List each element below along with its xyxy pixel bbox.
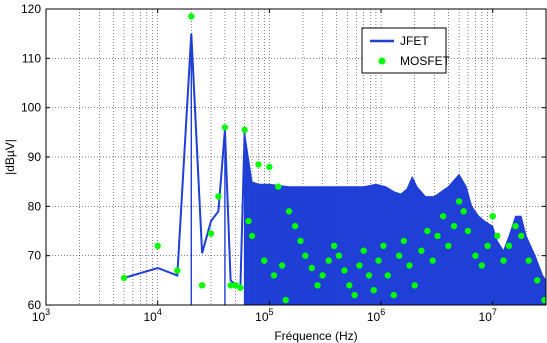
mosfet-marker: [341, 267, 348, 274]
mosfet-marker: [188, 13, 195, 20]
mosfet-marker: [261, 257, 268, 264]
mosfet-marker: [291, 222, 299, 230]
mosfet-marker: [400, 237, 407, 245]
mosfet-marker: [285, 208, 293, 215]
mosfet-marker: [278, 262, 286, 269]
mosfet-marker: [232, 282, 239, 289]
mosfet-marker: [525, 257, 532, 264]
mosfet-marker: [445, 242, 452, 249]
mosfet-marker: [395, 252, 403, 259]
y-tick-label: 100: [21, 101, 41, 115]
mosfet-marker: [460, 208, 467, 215]
mosfet-marker: [484, 242, 491, 249]
y-tick-label: 120: [21, 2, 41, 16]
mosfet-marker: [255, 161, 262, 168]
mosfet-marker: [308, 264, 315, 272]
plot-area: [45, 8, 547, 306]
mosfet-marker: [207, 230, 215, 237]
mosfet-marker: [518, 232, 525, 240]
mosfet-marker: [335, 252, 343, 259]
mosfet-marker: [418, 247, 425, 254]
mosfet-marker: [489, 213, 496, 220]
x-tick-label: 104: [143, 307, 161, 324]
x-tick-label: 103: [32, 307, 50, 324]
x-axis-label: Fréquence (Hz): [274, 329, 357, 343]
mosfet-marker: [440, 213, 447, 220]
mosfet-marker: [512, 222, 519, 230]
y-tick-label: 70: [28, 249, 42, 263]
mosfet-marker: [411, 282, 418, 289]
mosfet-marker: [365, 272, 373, 279]
legend-jfet-label: JFET: [400, 34, 429, 48]
legend-mosfet-label: MOSFET: [400, 54, 451, 68]
mosfet-marker: [198, 282, 206, 289]
mosfet-marker: [227, 282, 234, 289]
legend: JFET MOSFET: [361, 27, 451, 74]
y-tick-label: 80: [28, 199, 42, 213]
x-tick-label: 107: [479, 307, 497, 324]
x-tick-label: 106: [367, 307, 385, 324]
mosfet-marker: [500, 257, 507, 264]
mosfet-marker: [302, 252, 309, 259]
mosfet-marker: [424, 227, 431, 235]
y-tick-label: 110: [22, 51, 41, 65]
y-axis-ticks: 60 70 80 90 100 110 120: [21, 2, 546, 312]
mosfet-marker: [384, 272, 391, 279]
x-axis-ticks: 103 104 105 106 107: [32, 9, 497, 324]
mosfet-marker: [375, 257, 382, 264]
mosfet-marker: [534, 277, 541, 284]
mosfet-marker: [450, 222, 458, 230]
y-tick-label: 60: [28, 298, 42, 312]
mosfet-marker: [505, 242, 513, 249]
mosfet-marker: [478, 262, 486, 269]
mosfet-marker: [494, 232, 501, 240]
mosfet-marker: [275, 183, 282, 190]
mosfet-marker: [282, 296, 289, 304]
y-axis-label: |dBµV|: [3, 139, 17, 175]
mosfet-marker: [346, 282, 353, 289]
mosfet-marker: [297, 237, 304, 245]
mosfet-marker: [434, 232, 441, 240]
mosfet-marker: [270, 272, 278, 279]
mosfet-marker: [248, 232, 256, 240]
legend-box: [361, 27, 447, 74]
mosfet-marker: [215, 193, 222, 200]
mosfet-marker: [330, 242, 338, 249]
data-layer: [120, 13, 546, 305]
mosfet-marker: [221, 124, 229, 131]
mosfet-marker: [120, 274, 128, 282]
mosfet-marker: [464, 227, 472, 235]
legend-mosfet-marker: [378, 57, 386, 65]
mosfet-marker: [370, 287, 377, 294]
mosfet-marker: [429, 257, 436, 264]
mosfet-marker: [266, 163, 273, 171]
mosfet-marker: [319, 272, 326, 279]
mosfet-marker: [390, 291, 397, 299]
mosfet-marker: [360, 247, 367, 254]
x-tick-label: 105: [255, 307, 273, 324]
mosfet-marker: [241, 126, 248, 134]
mosfet-marker: [325, 257, 332, 264]
mosfet-marker: [174, 267, 181, 274]
mosfet-marker: [356, 262, 363, 269]
mosfet-marker: [472, 252, 479, 259]
mosfet-marker: [237, 284, 244, 291]
mosfet-marker: [406, 262, 413, 269]
mosfet-marker: [455, 198, 463, 205]
mosfet-marker: [541, 296, 546, 304]
mosfet-marker: [380, 242, 387, 249]
mosfet-marker: [154, 242, 161, 249]
y-tick-label: 90: [28, 150, 42, 164]
mosfet-marker: [351, 291, 358, 299]
mosfet-marker: [245, 217, 252, 225]
mosfet-marker: [314, 282, 321, 289]
